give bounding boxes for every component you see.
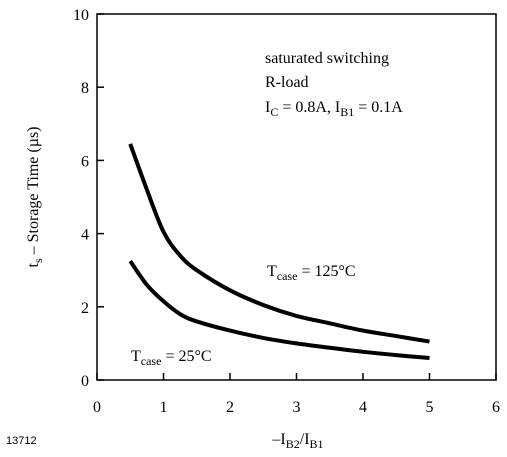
series-line-125c [128,143,430,344]
x-tick-label-5: 5 [426,399,434,416]
x-tick-labels: 0 1 2 3 4 5 6 [93,399,500,416]
y-tick-labels: 0 2 4 6 8 10 [73,7,89,390]
y-tick-label-4: 4 [81,227,89,244]
y-tick-label-8: 8 [81,80,89,97]
y-axis-ticks [97,13,104,381]
annotation-line-2: R-load [265,74,309,91]
series-line-25c [128,259,430,361]
x-tick-label-6: 6 [492,399,500,416]
series-label-25c: Tcase = 25°C [131,348,212,368]
y-tick-label-10: 10 [73,7,89,24]
series-label-125c: Tcase = 125°C [267,263,356,283]
x-axis-ticks [96,373,497,380]
x-tick-label-1: 1 [160,399,168,416]
y-tick-label-6: 6 [81,153,89,170]
x-tick-label-4: 4 [359,399,367,416]
series-lines [128,143,430,361]
figure-id: 13712 [6,435,37,447]
plot-frame [96,13,497,381]
y-axis-label: ts – Storage Time (µs) [25,126,45,267]
x-tick-label-3: 3 [293,399,301,416]
annotation-line-3: IC = 0.8A, IB1 = 0.1A [265,99,403,119]
x-tick-label-0: 0 [93,399,101,416]
annotation-line-1: saturated switching [265,50,389,67]
x-axis-label: –IB2/IB1 [271,431,323,451]
y-tick-label-2: 2 [81,300,89,317]
y-tick-label-0: 0 [81,373,89,390]
x-tick-label-2: 2 [226,399,234,416]
